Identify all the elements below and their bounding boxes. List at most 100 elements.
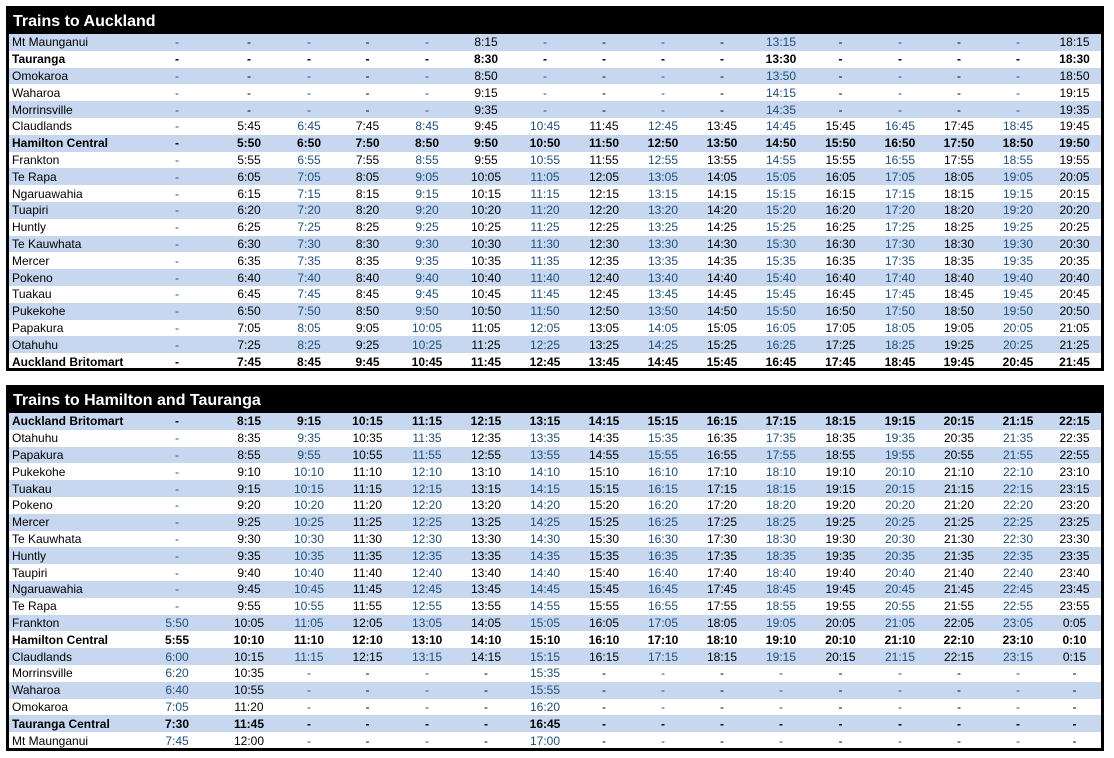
departure-time: - [136, 446, 218, 464]
departure-time: 15:35 [529, 666, 561, 681]
timetable-row: Huntly -9:35 10:35 11:35 12:35 13:35 14:35 15:3… [9, 547, 1101, 565]
departure-time: - [280, 34, 338, 51]
departure-time: 9:15 [218, 480, 280, 497]
departure-time: 10:25 [397, 336, 457, 354]
departure-time: 18:50 [1048, 67, 1101, 85]
departure-time: 10:55 [529, 152, 561, 167]
departure-time: 22:30 [1002, 531, 1034, 546]
departure-time: 17:30 [870, 235, 930, 253]
departure-time: 19:45 [1002, 287, 1034, 302]
departure-time: 14:05 [457, 614, 515, 632]
departure-time: 0:05 [1048, 614, 1101, 632]
station-name: Tauranga Central [9, 715, 136, 733]
departure-time: 13:45 [457, 580, 515, 598]
departure-time: 20:50 [1048, 302, 1101, 320]
departure-time: 19:10 [825, 464, 856, 479]
station-name: Pokeno [9, 269, 136, 286]
timetable-row: Frankton 5:50 10:05 11:05 12:05 13:05 14:05 15:… [9, 614, 1101, 632]
departure-time: 20:35 [1059, 253, 1090, 268]
departure-time: - [365, 699, 370, 714]
departure-time: 11:35 [412, 431, 442, 446]
timetable-row: Te Kauwhata - 9:30 10:30 11:30 12:30 13:30 14:3… [9, 531, 1101, 548]
departure-time: 13:25 [575, 336, 633, 354]
departure-time: 20:35 [870, 547, 930, 565]
departure-time: 14:55 [529, 599, 561, 614]
departure-time: 15:50 [751, 302, 811, 320]
departure-time: - [307, 666, 311, 681]
departure-time: 12:00 [233, 733, 265, 748]
departure-time: - [1072, 666, 1077, 681]
departure-time: 13:20 [633, 201, 693, 219]
departure-time: 18:50 [988, 134, 1048, 152]
departure-time: 13:30 [765, 52, 797, 67]
departure-time: - [633, 681, 693, 699]
departure-time: - [838, 85, 843, 100]
departure-time: 23:55 [1059, 599, 1090, 614]
departure-time: 19:05 [943, 320, 975, 335]
departure-time: - [693, 67, 751, 85]
departure-time: 13:45 [706, 119, 738, 134]
departure-time: 21:10 [943, 464, 975, 479]
departure-time: - [870, 715, 930, 733]
departure-time: 15:40 [588, 565, 620, 580]
departure-time: 21:40 [943, 565, 975, 580]
timetable-grid: Mt Maunganui - - - - -8:15- - - -13:15- - - -18:15 T… [9, 34, 1101, 370]
departure-time: 8:05 [297, 320, 321, 335]
departure-time: 15:20 [751, 201, 811, 219]
departure-time: 17:40 [706, 565, 738, 580]
departure-time: 20:20 [1048, 201, 1101, 219]
departure-time: 19:55 [825, 599, 856, 614]
departure-time: - [365, 85, 370, 100]
departure-time: 18:10 [765, 464, 797, 479]
departure-time: 19:55 [870, 446, 930, 464]
departure-time: 15:25 [765, 220, 797, 235]
departure-time: - [136, 336, 218, 354]
departure-time: 18:15 [1048, 34, 1101, 51]
departure-time: - [751, 715, 811, 733]
departure-time: - [175, 52, 179, 67]
departure-time: - [988, 34, 1048, 51]
departure-time: 12:15 [588, 186, 620, 201]
departure-time: 8:05 [338, 168, 397, 186]
departure-time: - [136, 201, 218, 219]
departure-time: - [175, 354, 179, 369]
departure-time: - [575, 715, 633, 733]
departure-time: 9:25 [338, 336, 397, 354]
departure-time: - [811, 67, 870, 85]
departure-time: - [280, 101, 338, 118]
departure-time: 11:20 [515, 201, 575, 219]
departure-time: 20:10 [884, 464, 916, 479]
departure-time: 18:25 [870, 336, 930, 354]
departure-time: 9:35 [457, 101, 515, 118]
station-name: Mercer [12, 253, 50, 268]
departure-time: - [602, 666, 606, 681]
departure-time: - [988, 715, 1048, 733]
departure-time: 13:35 [529, 431, 561, 446]
departure-time: 9:45 [355, 354, 380, 369]
departure-time: 12:50 [575, 302, 633, 320]
departure-time: 17:00 [529, 733, 561, 748]
departure-time: 10:45 [280, 580, 338, 598]
departure-time: 16:15 [693, 413, 751, 430]
departure-time: 18:30 [765, 531, 797, 546]
departure-time: - [175, 220, 179, 235]
departure-time: 18:15 [693, 648, 751, 665]
departure-time: 7:45 [236, 354, 262, 369]
departure-time: 10:55 [218, 681, 280, 699]
departure-time: 14:40 [529, 565, 561, 580]
departure-time: 22:10 [943, 632, 975, 647]
departure-time: 17:45 [943, 119, 975, 134]
departure-time: - [930, 101, 988, 118]
departure-time: 14:25 [633, 336, 693, 354]
departure-time: 15:35 [647, 431, 679, 446]
departure-time: - [247, 85, 251, 100]
departure-time: 19:35 [1048, 101, 1101, 118]
departure-time: 10:25 [280, 513, 338, 531]
departure-time: 21:35 [1002, 431, 1034, 446]
departure-time: 20:55 [884, 599, 916, 614]
departure-time: 11:25 [530, 220, 560, 235]
departure-time: 14:50 [751, 134, 811, 152]
departure-time: 23:15 [1048, 480, 1101, 497]
departure-time: 7:05 [237, 320, 261, 335]
departure-time: - [175, 320, 179, 335]
